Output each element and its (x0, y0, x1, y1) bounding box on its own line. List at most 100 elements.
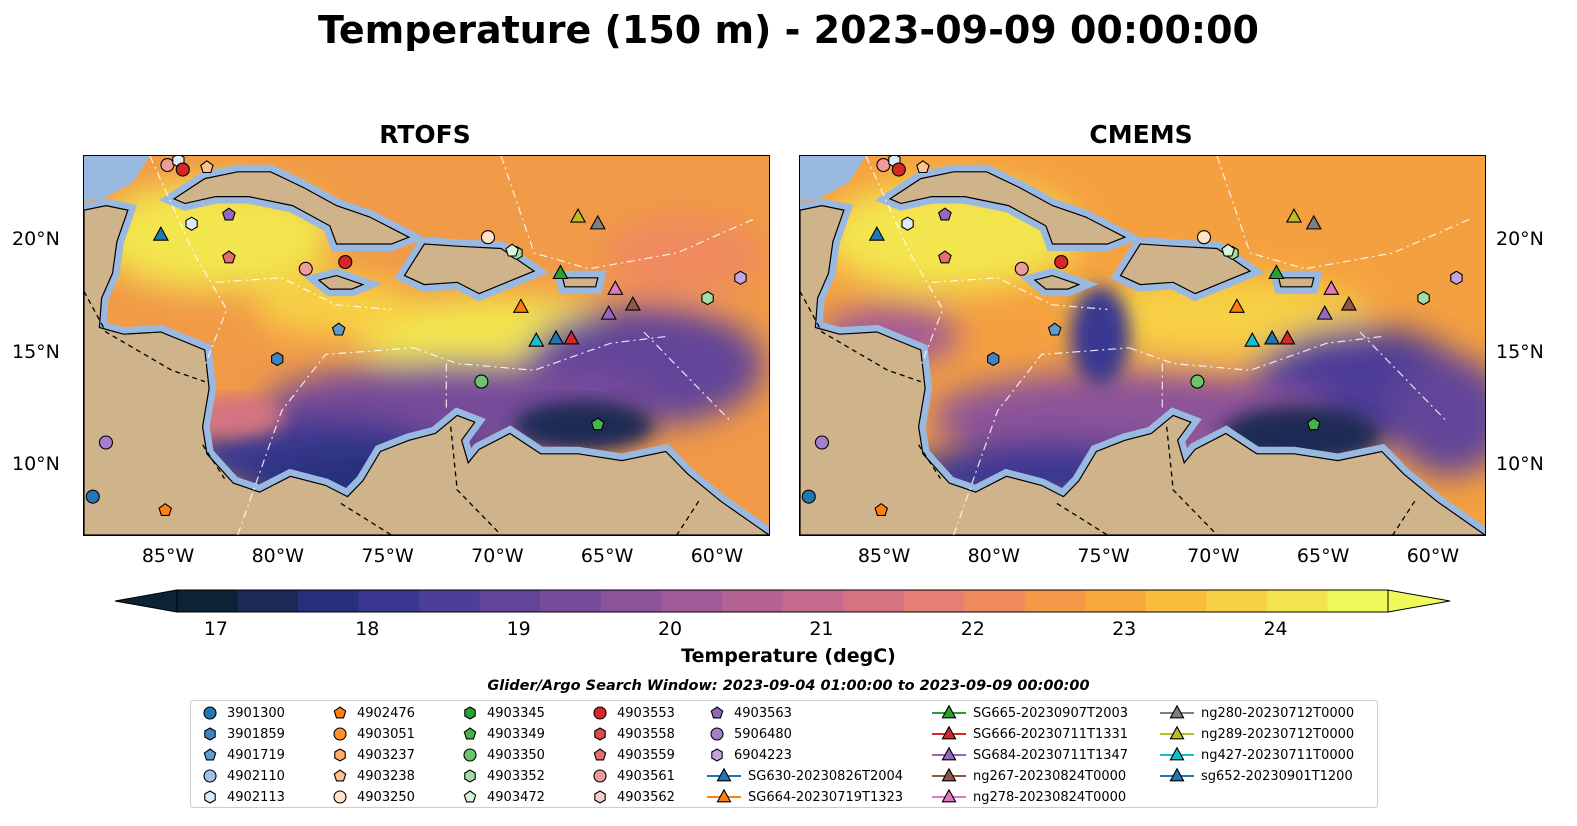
colorbar-tick-label: 24 (1263, 618, 1288, 640)
legend-label: 4903349 (487, 726, 545, 742)
obs-marker-4903553 (1054, 254, 1069, 270)
lat-tick-label: 20°N (1496, 227, 1544, 250)
obs-marker-ng267-20230824t0000 (624, 295, 641, 311)
hexagon-marker-icon (594, 790, 606, 804)
lon-tick-label: 65°W (580, 545, 634, 567)
obs-marker-4903553 (175, 162, 190, 177)
colorbar-segment (1024, 590, 1086, 612)
legend-item: 4903352 (459, 766, 545, 786)
hexagon-marker-icon (594, 727, 606, 741)
obs-marker-ng280-20230712t0000 (589, 214, 606, 230)
triangle-marker-icon (932, 788, 966, 803)
lon-tick-label: 60°W (1406, 545, 1460, 567)
obs-marker-4903553 (891, 162, 906, 177)
legend-label: 4902476 (357, 705, 415, 721)
legend-label: ng267-20230824T0000 (973, 768, 1127, 784)
lon-tick-label: 75°W (361, 545, 414, 567)
obs-marker-ng280-20230712t0000 (1305, 214, 1322, 230)
legend-item: 4903558 (589, 724, 675, 744)
legend-item: 4903562 (589, 787, 675, 807)
circle-marker-icon (593, 769, 607, 783)
legend-label: 4903051 (357, 726, 415, 742)
colorbar-segment (1085, 590, 1147, 612)
colorbar-segment (358, 590, 420, 612)
colorbar (115, 589, 1451, 613)
obs-marker-4901719 (1047, 322, 1062, 336)
obs-marker-4903350 (1190, 374, 1205, 389)
obs-marker-4901719 (331, 322, 346, 336)
legend-item: 4903349 (459, 724, 545, 744)
legend-item: 4903238 (329, 766, 415, 786)
lon-tick-label: 85°W (141, 545, 195, 567)
obs-marker-sg666-20230711t1331 (563, 329, 580, 345)
legend-label: 5906480 (734, 726, 792, 742)
lon-tick-label: 85°W (857, 545, 911, 567)
legend-item: 4903472 (459, 787, 545, 807)
map-panel-rtofs (83, 155, 770, 536)
lat-tick-label: 15°N (1496, 340, 1544, 363)
triangle-marker-icon (932, 704, 966, 719)
hexagon-marker-icon (711, 748, 723, 762)
obs-marker-sg652-20230901t1200 (547, 329, 565, 345)
legend-item: 6904223 (706, 745, 792, 765)
obs-marker-4902113 (901, 216, 914, 231)
legend-label: 4903559 (617, 747, 675, 763)
triangle-marker-icon (932, 767, 966, 782)
legend-item: SG630-20230826T2004 (706, 766, 903, 786)
hexagon-marker-icon (204, 727, 216, 741)
legend-label: 4901719 (227, 747, 285, 763)
triangle-marker-icon (1160, 725, 1194, 740)
colorbar-segment (177, 590, 239, 612)
obs-marker-ng427-20230711t0000 (1244, 332, 1261, 347)
obs-marker-ng278-20230824t0000 (1323, 280, 1340, 295)
obs-marker-ng267-20230824t0000 (1340, 295, 1357, 311)
obs-marker-sg665-20230907t2003 (552, 264, 569, 280)
obs-marker-sg664-20230719t1323 (512, 298, 529, 313)
legend-label: 4903345 (487, 705, 545, 721)
hexagon-marker-icon (464, 706, 476, 720)
obs-marker-ng427-20230711t0000 (528, 332, 545, 347)
obs-marker-4902476 (874, 503, 889, 516)
legend-item: 3901859 (199, 724, 285, 744)
colorbar-segment (419, 590, 481, 612)
lat-tick-label: 15°N (12, 340, 60, 363)
lat-tick-label: 10°N (12, 453, 60, 476)
colorbar-tick-label: 19 (506, 618, 531, 640)
pentagon-marker-icon (710, 706, 724, 719)
obs-marker-4903472 (505, 243, 519, 257)
legend-label: 4903563 (734, 705, 792, 721)
obs-marker-ng289-20230712t0000 (1285, 207, 1303, 223)
legend-label: SG630-20230826T2004 (748, 768, 904, 784)
obs-marker-4903352 (1417, 290, 1430, 306)
legend-label: ng427-20230711T0000 (1201, 747, 1355, 763)
colorbar-segment (600, 590, 662, 612)
pentagon-marker-icon (463, 790, 477, 803)
obs-marker-3901859 (271, 351, 284, 367)
colorbar-segment (540, 590, 602, 612)
circle-marker-icon (203, 769, 217, 783)
legend-item: ng289-20230712T0000 (1159, 724, 1354, 744)
pentagon-marker-icon (333, 706, 347, 719)
hexagon-marker-icon (334, 748, 346, 762)
legend-label: 4903237 (357, 747, 415, 763)
obs-marker-ng278-20230824t0000 (607, 280, 624, 295)
legend-item: SG665-20230907T2003 (931, 703, 1128, 723)
obs-marker-4903559 (222, 250, 236, 264)
obs-marker-6904223 (734, 270, 747, 285)
legend-label: 4903238 (357, 768, 415, 784)
lon-tick-label: 80°W (967, 545, 1021, 567)
legend-label: SG665-20230907T2003 (973, 705, 1129, 721)
triangle-marker-icon (932, 746, 966, 761)
map-panel-cmems (799, 155, 1486, 536)
colorbar-segment (661, 590, 723, 612)
legend-item: 4901719 (199, 745, 285, 765)
obs-marker-5906480 (814, 435, 830, 450)
legend-item: sg652-20230901T1200 (1159, 766, 1353, 786)
legend-item: ng427-20230711T0000 (1159, 745, 1354, 765)
legend-item: 4903250 (329, 787, 415, 807)
obs-marker-6904223 (1450, 270, 1463, 285)
obs-marker-4902113 (185, 216, 198, 231)
legend-label: ng289-20230712T0000 (1201, 726, 1355, 742)
legend-item: 4902110 (199, 766, 285, 786)
legend-item: ng278-20230824T0000 (931, 787, 1126, 807)
